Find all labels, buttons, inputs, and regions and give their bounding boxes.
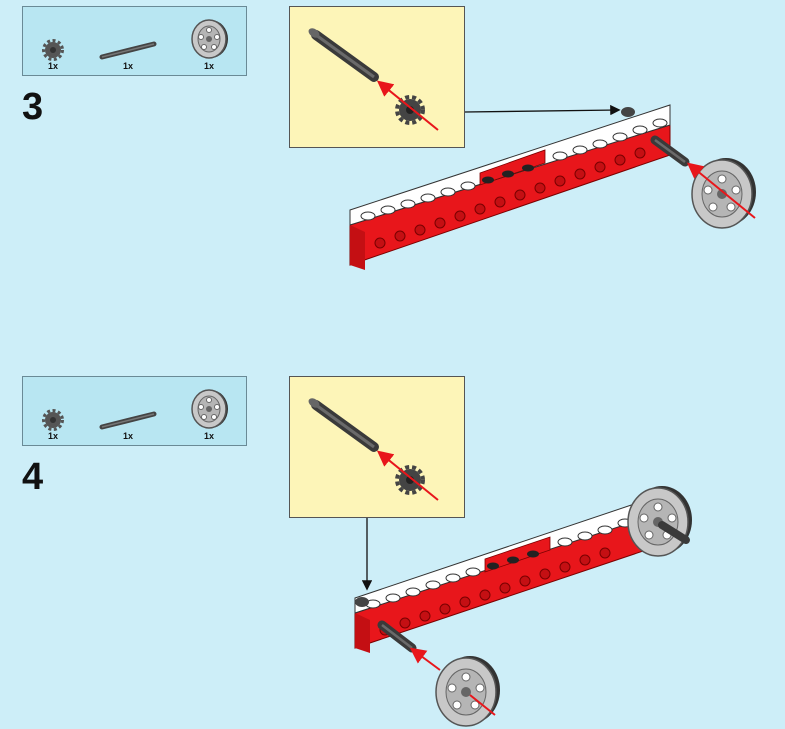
insert-arrow [376,450,439,501]
bush-gear-icon [42,409,64,431]
insert-arrow [376,80,439,131]
wheel-icon [627,486,692,557]
part-axle: 1x [97,39,159,71]
part-qty: 1x [47,431,58,441]
insert-arrow [469,694,496,716]
part-axle: 1x [97,409,159,441]
callout-pointer-arrow [464,104,621,116]
step-number: 4 [22,456,44,498]
part-wheel: 1x [187,387,231,441]
callout-illustration [308,28,439,131]
model-illustration [349,104,756,270]
axle-icon [308,398,379,452]
insert-arrow [686,162,756,219]
parts-list: 1x 1x 1x [22,6,247,76]
bush-gear-icon [42,39,64,61]
beam-assembly [354,491,671,653]
insert-arrow [409,647,441,671]
part-qty: 1x [122,61,133,71]
part-qty: 1x [47,61,58,71]
parts-list: 1x 1x 1x [22,376,247,446]
bush-gear-icon [395,95,425,125]
step-4: 1x 1x 1x 4 [0,370,785,729]
bush-gear-icon [395,465,425,495]
part-qty: 1x [122,431,133,441]
wheel-icon [435,656,500,727]
part-bush: 1x [39,39,67,71]
part-qty: 1x [203,431,214,441]
sub-assembly-callout [289,376,465,518]
wheel-icon [691,158,756,229]
part-wheel: 1x [187,17,231,71]
model-illustration [354,486,692,727]
wheel-icon [191,389,228,429]
axle-icon [99,41,157,60]
part-qty: 1x [203,61,214,71]
beam-assembly [349,104,690,270]
step-number: 3 [22,86,44,128]
callout-illustration [308,398,439,501]
part-bush: 1x [39,409,67,441]
wheel-icon [191,19,228,59]
sub-assembly-callout [289,6,465,148]
step-3: 1x 1x 1x 3 [0,0,785,360]
axle-icon [308,28,379,82]
axle-icon [99,411,157,430]
